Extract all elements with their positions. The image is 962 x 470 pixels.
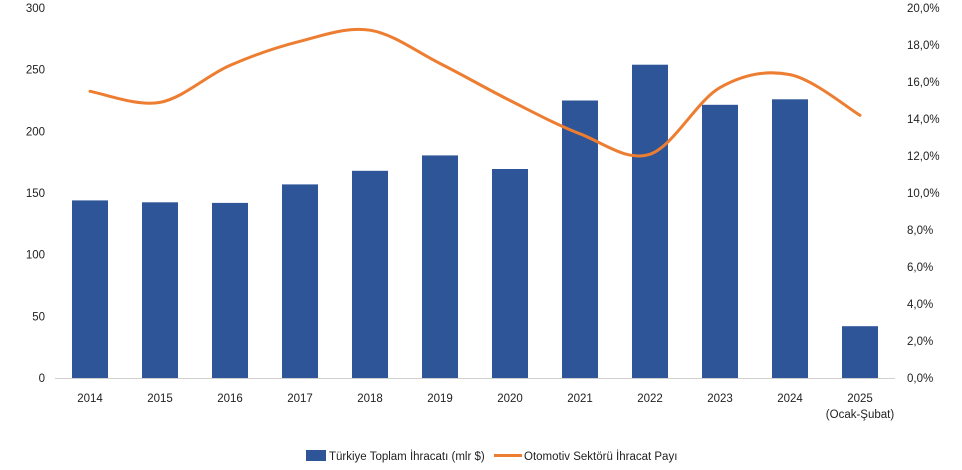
bar-4 — [352, 170, 388, 378]
right-tick-label: 20,0% — [907, 3, 940, 15]
bar-1 — [142, 202, 178, 379]
left-tick-label: 250 — [26, 65, 45, 77]
right-tick-label: 10,0% — [907, 188, 940, 200]
bar-5 — [422, 155, 458, 378]
left-tick-label: 0 — [39, 373, 45, 385]
bar-8 — [632, 64, 668, 378]
bar-series — [72, 64, 878, 379]
legend-label-line: Otomotiv Sektörü İhracat Payı — [524, 450, 677, 463]
x-tick-label: 2024 — [777, 393, 803, 405]
right-axis-ticks: 0,0% 2,0% 4,0% 6,0% 8,0% 10,0% 12,0% 14,0% 16,0%… — [907, 3, 940, 385]
x-axis-ticks: 2014 2015 2016 2017 2018 2019 2020 2021 2022 2023… — [77, 393, 894, 421]
x-tick-label: 2022 — [637, 393, 663, 405]
bar-7 — [562, 100, 598, 378]
bar-11 — [842, 326, 878, 378]
right-tick-label: 4,0% — [907, 299, 933, 311]
x-tick-label: 2019 — [427, 393, 453, 405]
x-tick-label: 2015 — [147, 393, 173, 405]
left-tick-label: 100 — [26, 250, 45, 262]
x-tick-label: 2025 (Ocak-Şubat) — [826, 393, 895, 421]
legend-label-bar: Türkiye Toplam İhracatı (mlr $) — [329, 450, 485, 463]
x-tick-label: 2018 — [357, 393, 383, 405]
x-tick-label: 2014 — [77, 393, 103, 405]
x-tick-label: 2020 — [497, 393, 523, 405]
right-tick-label: 6,0% — [907, 262, 933, 274]
left-tick-label: 200 — [26, 126, 45, 138]
left-axis-ticks: 0 50 100 150 200 250 300 — [26, 3, 45, 385]
right-tick-label: 18,0% — [907, 40, 940, 52]
left-tick-label: 50 — [32, 311, 45, 323]
legend: Türkiye Toplam İhracatı (mlr $) Otomotiv… — [306, 450, 677, 463]
bar-6 — [492, 169, 528, 378]
legend-swatch-bar — [306, 450, 326, 461]
bar-9 — [702, 104, 738, 379]
right-tick-label: 8,0% — [907, 225, 933, 237]
x-tick-label: 2017 — [287, 393, 313, 405]
right-tick-label: 0,0% — [907, 373, 933, 385]
line-series — [88, 27, 862, 158]
x-tick-label: 2023 — [707, 393, 733, 405]
bar-3 — [282, 184, 318, 378]
left-tick-label: 300 — [26, 3, 45, 15]
left-tick-label: 150 — [26, 188, 45, 200]
bar-0 — [72, 200, 108, 378]
right-tick-label: 2,0% — [907, 336, 933, 348]
right-tick-label: 16,0% — [907, 77, 940, 89]
right-tick-label: 12,0% — [907, 151, 940, 163]
bar-2 — [212, 202, 248, 378]
line-path — [88, 27, 862, 158]
x-tick-label: 2021 — [567, 393, 593, 405]
bar-10 — [772, 99, 808, 379]
x-tick-label: 2016 — [217, 393, 243, 405]
right-tick-label: 14,0% — [907, 114, 940, 126]
